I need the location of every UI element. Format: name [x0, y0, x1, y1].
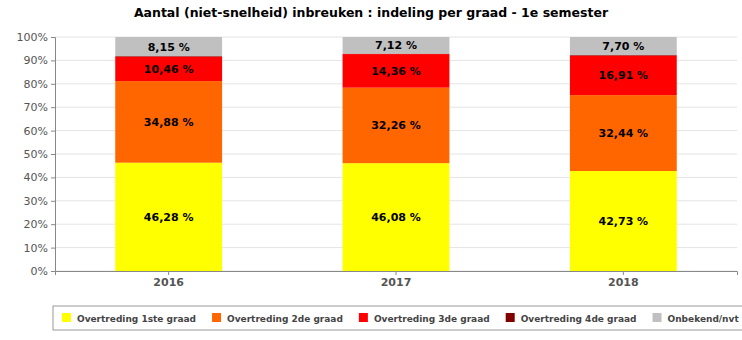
- tick: 2016: [153, 271, 184, 289]
- tick-label: 30%: [24, 195, 48, 208]
- legend-label: Onbekend/nvt: [668, 314, 740, 324]
- legend-swatch: [212, 313, 221, 322]
- legend-label: Overtreding 3de graad: [374, 314, 490, 324]
- axis-line: [51, 38, 56, 272]
- data-label: 46,28 %: [144, 211, 194, 224]
- tick-mark: [51, 201, 55, 202]
- bar-segment: [343, 88, 450, 163]
- data-label: 46,08 %: [371, 211, 421, 224]
- tick-label: 2017: [381, 276, 412, 289]
- tick-mark: [51, 271, 55, 272]
- tick: 60%: [24, 125, 55, 138]
- bar-segment: [115, 163, 222, 271]
- tick: 90%: [24, 54, 55, 67]
- bar-segment: [115, 57, 222, 81]
- tick: 0%: [31, 265, 55, 278]
- bar-segment: [115, 81, 222, 163]
- legend-item: Overtreding 2de graad: [212, 313, 343, 324]
- tick: 80%: [24, 78, 55, 91]
- legend-label: Overtreding 1ste graad: [77, 314, 196, 324]
- data-label: 32,26 %: [371, 119, 421, 132]
- legend-swatch: [506, 313, 515, 322]
- legend-swatch: [62, 313, 71, 322]
- tick-mark: [51, 60, 55, 61]
- legend-box: [53, 306, 742, 330]
- tick-label: 90%: [24, 54, 48, 67]
- tick-label: 50%: [24, 148, 48, 161]
- bar-segment: [343, 37, 450, 54]
- tick-mark: [168, 271, 169, 275]
- bar-segment: [570, 56, 677, 96]
- legend-item: Overtreding 3de graad: [359, 313, 490, 324]
- data-label: 8,15 %: [148, 41, 190, 54]
- tick: 70%: [24, 101, 55, 114]
- y-axis: 0% 10% 20% 30% 40% 50% 60% 70% 80% 90% 100%: [17, 31, 56, 278]
- data-label: 14,36 %: [371, 65, 421, 78]
- tick-label: 10%: [24, 242, 48, 255]
- tick-label: 0%: [31, 265, 48, 278]
- tick-label: 2016: [153, 276, 184, 289]
- grid: [55, 37, 737, 271]
- data-label: 16,91 %: [599, 69, 649, 82]
- legend-label: Overtreding 2de graad: [227, 314, 343, 324]
- tick-mark: [51, 224, 55, 225]
- tick-label: 20%: [24, 218, 48, 231]
- tick-mark: [51, 84, 55, 85]
- data-label: 42,73 %: [599, 215, 649, 228]
- tick: 20%: [24, 218, 55, 231]
- tick: 50%: [24, 148, 55, 161]
- tick-label: 60%: [24, 125, 48, 138]
- plot: 46,28 % 46,08 % 42,73 % 34,88 % 32,26 % 32,44…: [17, 31, 738, 289]
- bar-segment: [343, 54, 450, 88]
- tick-mark: [623, 271, 624, 275]
- data-label: 34,88 %: [144, 116, 194, 129]
- chart: Aantal (niet-snelheid) inbreuken : indel…: [0, 0, 742, 340]
- tick-mark: [51, 37, 55, 38]
- legend-swatch: [653, 313, 662, 322]
- data-labels: 46,28 % 46,08 % 42,73 % 34,88 % 32,26 % 32,44…: [144, 39, 648, 228]
- legend-item: Overtreding 1ste graad: [62, 313, 196, 324]
- legend-label: Overtreding 4de graad: [521, 314, 637, 324]
- tick: 40%: [24, 171, 55, 184]
- data-label: 10,46 %: [144, 63, 194, 76]
- tick-mark: [51, 131, 55, 132]
- tick-label: 40%: [24, 171, 48, 184]
- tick-mark: [396, 271, 397, 275]
- tick-mark: [51, 107, 55, 108]
- tick: 2017: [381, 271, 412, 289]
- tick-mark: [51, 248, 55, 249]
- axis-line: [56, 272, 738, 276]
- tick-label: 2018: [608, 276, 639, 289]
- tick-label: 70%: [24, 101, 48, 114]
- tick: 30%: [24, 195, 55, 208]
- tick: 100%: [17, 31, 55, 44]
- bar-segment: [570, 95, 677, 171]
- tick: 2018: [608, 271, 639, 289]
- title: Aantal (niet-snelheid) inbreuken : indel…: [134, 5, 609, 20]
- x-axis: 2016 2017 2018: [56, 271, 738, 289]
- legend-item: Overtreding 4de graad: [506, 313, 637, 324]
- data-label: 32,44 %: [599, 127, 649, 140]
- bar-segment: [343, 163, 450, 271]
- legend-item: Onbekend/nvt: [653, 313, 740, 324]
- tick: 10%: [24, 242, 55, 255]
- tick-label: 80%: [24, 78, 48, 91]
- data-label: 7,70 %: [602, 40, 644, 53]
- bars: [115, 37, 677, 271]
- tick-mark: [51, 154, 55, 155]
- bar-segment: [570, 171, 677, 271]
- tick-label: 100%: [17, 31, 48, 44]
- legend: Overtreding 1ste graad Overtreding 2de gr…: [53, 306, 742, 330]
- tick-mark: [51, 177, 55, 178]
- data-label: 7,12 %: [375, 39, 417, 52]
- bar-segment: [115, 37, 222, 56]
- legend-swatch: [359, 313, 368, 322]
- bar-segment: [570, 37, 677, 55]
